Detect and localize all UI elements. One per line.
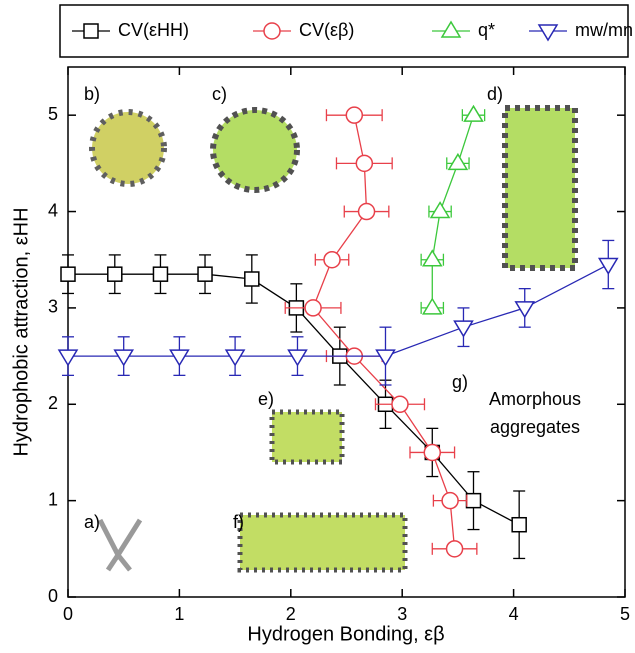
y-tick-label: 5 bbox=[48, 104, 58, 124]
y-tick-label: 0 bbox=[48, 586, 58, 606]
data-point bbox=[441, 491, 459, 510]
data-point bbox=[244, 271, 260, 287]
annotation: c) bbox=[212, 84, 227, 104]
inset-b bbox=[89, 109, 167, 187]
data-point bbox=[447, 152, 469, 171]
data-point bbox=[421, 249, 443, 267]
legend-box bbox=[59, 4, 629, 58]
inset-c bbox=[210, 107, 300, 193]
legend-label: q* bbox=[478, 20, 495, 40]
data-point bbox=[597, 257, 619, 276]
legend-label: CV(εHH) bbox=[118, 20, 189, 40]
legend-label: CV(εβ) bbox=[299, 20, 354, 40]
legend-marker bbox=[263, 22, 281, 40]
data-point bbox=[304, 299, 322, 317]
annotation: g) bbox=[452, 372, 468, 392]
legend-marker bbox=[537, 24, 559, 42]
data-point bbox=[391, 395, 409, 414]
data-point bbox=[421, 297, 443, 315]
y-axis-label: Hydrophobic attraction, εHH bbox=[10, 207, 32, 456]
legend-label: mw/mn bbox=[575, 20, 633, 40]
y-tick-label: 3 bbox=[48, 297, 58, 317]
x-tick-label: 1 bbox=[174, 604, 184, 624]
data-point bbox=[107, 266, 123, 282]
legend-marker bbox=[440, 20, 462, 38]
data-point bbox=[355, 154, 374, 173]
annotation: b) bbox=[84, 84, 100, 104]
data-point bbox=[511, 516, 527, 533]
annotation: Amorphous bbox=[489, 389, 581, 409]
data-point bbox=[423, 443, 442, 462]
data-point bbox=[197, 266, 213, 282]
data-point bbox=[514, 301, 536, 319]
annotation: e) bbox=[258, 389, 274, 409]
data-point bbox=[287, 349, 308, 367]
plot-frame bbox=[67, 66, 626, 598]
legend-marker bbox=[83, 23, 99, 39]
y-tick-label: 4 bbox=[48, 200, 58, 220]
x-tick-label: 3 bbox=[397, 604, 407, 624]
data-point bbox=[463, 104, 484, 122]
data-point bbox=[169, 349, 190, 367]
annotation: aggregates bbox=[490, 417, 580, 437]
data-point bbox=[113, 349, 135, 367]
data-point bbox=[345, 106, 364, 124]
inset-a bbox=[97, 518, 143, 572]
data-point bbox=[60, 266, 76, 282]
y-tick-label: 1 bbox=[48, 489, 58, 509]
inset-d bbox=[502, 105, 578, 271]
data-point bbox=[152, 266, 169, 282]
data-point bbox=[57, 349, 79, 367]
inset-e bbox=[269, 409, 345, 465]
data-point bbox=[429, 201, 451, 219]
data-point bbox=[465, 492, 482, 509]
data-point bbox=[445, 540, 464, 558]
data-point bbox=[453, 320, 474, 338]
annotation: f) bbox=[233, 512, 244, 532]
x-tick-label: 0 bbox=[63, 604, 73, 624]
x-tick-label: 4 bbox=[509, 604, 519, 624]
annotation: d) bbox=[487, 84, 503, 104]
insets bbox=[89, 105, 578, 573]
inset-f bbox=[237, 512, 408, 573]
x-axis-label: Hydrogen Bonding, εβ bbox=[247, 623, 444, 645]
data-point bbox=[323, 250, 341, 269]
x-tick-label: 5 bbox=[620, 604, 630, 624]
y-tick-label: 2 bbox=[48, 393, 58, 413]
data-point bbox=[357, 202, 376, 221]
data-point bbox=[375, 349, 396, 367]
data-point bbox=[224, 349, 246, 367]
x-tick-label: 2 bbox=[286, 604, 296, 624]
series-line bbox=[312, 115, 456, 549]
annotation: a) bbox=[84, 512, 100, 532]
